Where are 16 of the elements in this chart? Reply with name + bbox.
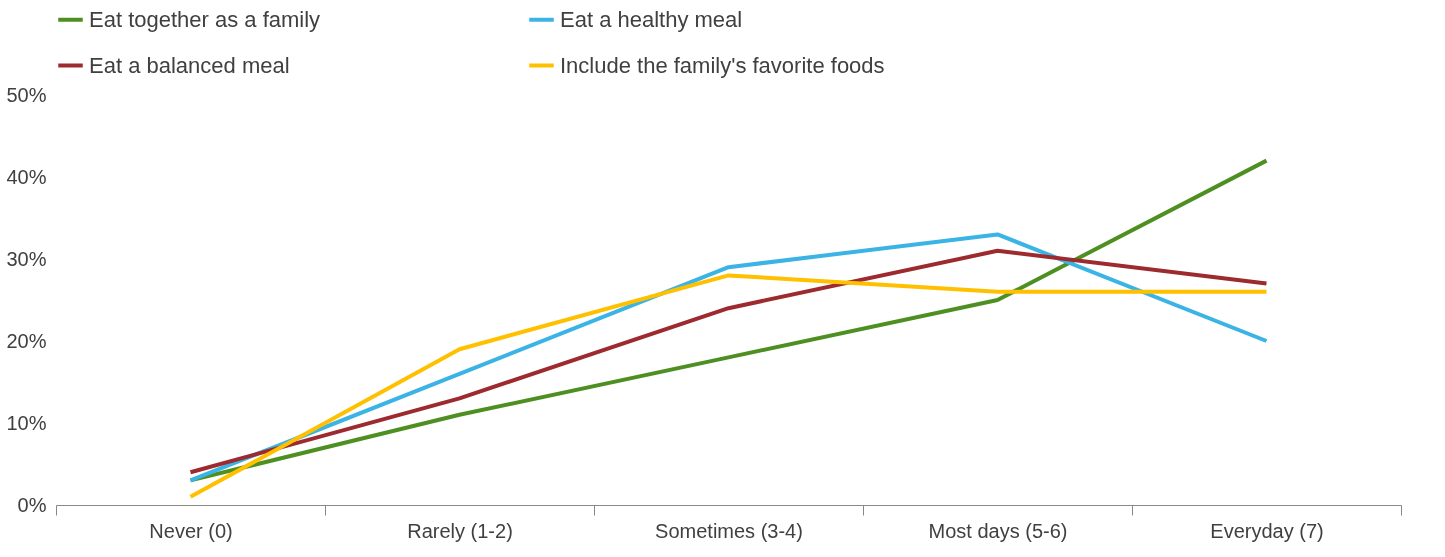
x-tick-label: Everyday (7) bbox=[1210, 519, 1324, 542]
y-tick-label: 10% bbox=[6, 411, 47, 434]
x-tick-label: Most days (5-6) bbox=[928, 519, 1068, 542]
y-tick-label: 50% bbox=[6, 83, 47, 106]
legend-label: Eat a balanced meal bbox=[89, 52, 290, 78]
y-tick-label: 40% bbox=[6, 165, 47, 188]
y-tick-label: 0% bbox=[17, 493, 47, 516]
y-tick-label: 20% bbox=[6, 329, 47, 352]
line-series bbox=[188, 273, 1269, 499]
y-tick-label: 30% bbox=[6, 247, 47, 270]
legend-label: Include the family's favorite foods bbox=[560, 52, 885, 78]
legend-label: Eat a healthy meal bbox=[560, 6, 743, 32]
x-tick-label: Sometimes (3-4) bbox=[655, 519, 803, 542]
x-tick-label: Never (0) bbox=[149, 519, 233, 542]
legend-label: Eat together as a family bbox=[89, 6, 321, 32]
x-tick-label: Rarely (1-2) bbox=[407, 519, 513, 542]
